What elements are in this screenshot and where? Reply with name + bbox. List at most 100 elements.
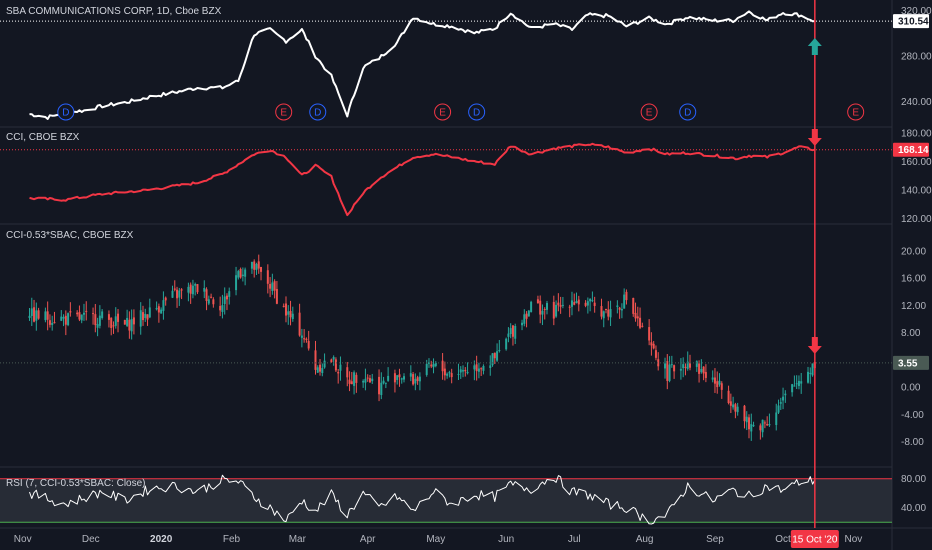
candle-body[interactable]	[205, 289, 208, 301]
candle-body[interactable]	[148, 307, 151, 318]
candle-body[interactable]	[94, 314, 97, 326]
candle-body[interactable]	[425, 363, 428, 375]
candle-body[interactable]	[688, 363, 691, 368]
candle-body[interactable]	[552, 301, 555, 319]
candle-body[interactable]	[618, 307, 621, 310]
candle-body[interactable]	[323, 360, 326, 368]
candle-body[interactable]	[664, 363, 667, 369]
candle-body[interactable]	[275, 289, 278, 304]
candle-body[interactable]	[382, 380, 385, 384]
candle-body[interactable]	[695, 361, 698, 367]
candle-body[interactable]	[668, 364, 671, 381]
candle-body[interactable]	[791, 384, 794, 393]
candle-body[interactable]	[107, 314, 110, 320]
candle-body[interactable]	[266, 270, 269, 284]
candle-body[interactable]	[60, 316, 63, 321]
candle-body[interactable]	[171, 290, 174, 298]
candle-body[interactable]	[366, 377, 369, 379]
candle-body[interactable]	[48, 320, 51, 325]
candle-body[interactable]	[51, 322, 54, 325]
candle-body[interactable]	[482, 365, 485, 371]
dividend-event-marker[interactable]	[679, 103, 697, 121]
candle-body[interactable]	[639, 317, 642, 328]
dividend-event-marker[interactable]	[468, 103, 486, 121]
candle-body[interactable]	[561, 304, 564, 306]
candle-body[interactable]	[67, 313, 70, 326]
candle-body[interactable]	[462, 370, 465, 372]
candle-body[interactable]	[704, 372, 707, 378]
candle-body[interactable]	[396, 375, 399, 380]
earnings-event-marker[interactable]	[434, 103, 452, 121]
earnings-event-marker[interactable]	[275, 103, 293, 121]
candle-body[interactable]	[743, 405, 746, 422]
candle-body[interactable]	[732, 404, 735, 408]
candle-body[interactable]	[144, 313, 147, 318]
candle-body[interactable]	[282, 305, 285, 307]
candle-body[interactable]	[384, 382, 387, 384]
candle-body[interactable]	[123, 320, 126, 325]
candle-body[interactable]	[319, 364, 322, 372]
candle-body[interactable]	[307, 340, 310, 349]
candle-body[interactable]	[371, 378, 374, 382]
candle-body[interactable]	[734, 404, 737, 412]
candle-body[interactable]	[191, 285, 194, 295]
candle-body[interactable]	[464, 369, 467, 372]
candle-body[interactable]	[559, 305, 562, 307]
candle-body[interactable]	[362, 380, 365, 383]
candle-body[interactable]	[412, 374, 415, 385]
candle-body[interactable]	[180, 289, 183, 291]
candle-body[interactable]	[244, 269, 247, 277]
candle-body[interactable]	[727, 390, 730, 404]
candle-body[interactable]	[625, 291, 628, 301]
candle-body[interactable]	[729, 401, 732, 406]
candle-body[interactable]	[602, 311, 605, 319]
candle-body[interactable]	[380, 382, 383, 396]
candle-body[interactable]	[96, 324, 99, 328]
candle-body[interactable]	[98, 315, 101, 326]
candle-body[interactable]	[139, 310, 142, 327]
candle-body[interactable]	[62, 317, 65, 319]
candle-body[interactable]	[64, 315, 67, 325]
candle-body[interactable]	[811, 363, 814, 376]
candle-body[interactable]	[666, 361, 669, 381]
candle-body[interactable]	[441, 360, 444, 372]
candle-body[interactable]	[539, 300, 542, 315]
candle-body[interactable]	[616, 305, 619, 307]
candle-body[interactable]	[750, 424, 753, 432]
candle-body[interactable]	[600, 306, 603, 317]
candle-body[interactable]	[763, 422, 766, 424]
candle-body[interactable]	[636, 316, 639, 319]
candle-body[interactable]	[130, 319, 133, 332]
candle-body[interactable]	[269, 284, 272, 289]
spread-pane[interactable]	[28, 254, 816, 441]
candle-body[interactable]	[634, 312, 637, 319]
candle-body[interactable]	[141, 312, 144, 321]
candle-body[interactable]	[623, 294, 626, 309]
candle-body[interactable]	[752, 425, 755, 427]
candle-body[interactable]	[509, 328, 512, 335]
dividend-event-marker[interactable]	[309, 103, 327, 121]
cci-pane[interactable]	[29, 142, 816, 217]
candle-body[interactable]	[713, 377, 716, 384]
candle-body[interactable]	[128, 319, 131, 331]
candle-body[interactable]	[620, 308, 623, 311]
candle-body[interactable]	[400, 378, 403, 380]
candle-body[interactable]	[332, 357, 335, 360]
candle-body[interactable]	[446, 373, 449, 376]
candle-body[interactable]	[132, 317, 135, 325]
candle-body[interactable]	[353, 372, 356, 386]
candle-body[interactable]	[80, 314, 83, 321]
candle-body[interactable]	[78, 312, 81, 320]
candle-body[interactable]	[46, 311, 49, 320]
candle-body[interactable]	[337, 372, 340, 374]
candle-body[interactable]	[409, 373, 412, 377]
candle-body[interactable]	[44, 311, 47, 321]
series-line-rsi[interactable]	[29, 474, 816, 525]
series-line-price[interactable]	[29, 10, 815, 120]
candle-body[interactable]	[609, 309, 612, 318]
candle-body[interactable]	[466, 371, 469, 374]
candle-body[interactable]	[212, 299, 215, 305]
candle-body[interactable]	[570, 300, 573, 307]
price-scale[interactable]: 320.00 280.00 240.00 180.00 160.00 140.00 120.…	[893, 6, 932, 514]
candle-body[interactable]	[768, 424, 771, 426]
